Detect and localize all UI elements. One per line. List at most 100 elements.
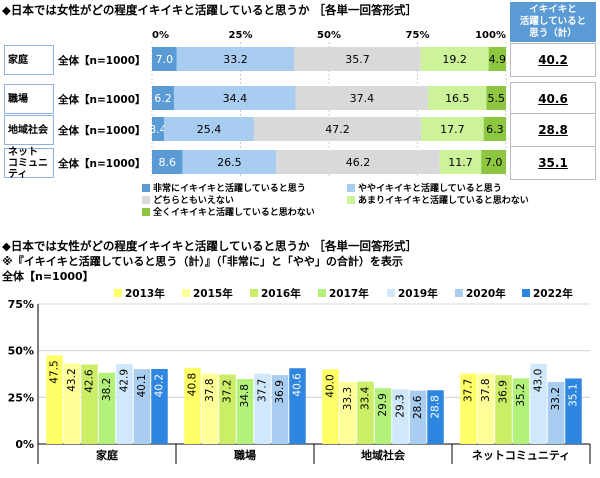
bar-value-label: 35.2 <box>515 383 527 406</box>
year-legend-item: 2020年 <box>455 287 506 300</box>
y-tick-label: 25% <box>8 391 34 404</box>
year-bar <box>81 364 98 444</box>
year-bar <box>392 389 409 444</box>
category-label: 家庭 <box>96 448 118 462</box>
segment-value-label: 25.4 <box>197 123 222 136</box>
year-bar <box>133 369 151 444</box>
year-bar <box>236 379 254 444</box>
year-legend-swatch <box>387 289 395 297</box>
bar-value-label: 43.0 <box>533 369 545 392</box>
bar-value-label: 36.9 <box>498 380 510 403</box>
year-bar <box>477 373 495 444</box>
segment-value-label: 34.4 <box>223 92 248 105</box>
stacked-bar-segment <box>176 47 295 71</box>
year-bar <box>512 378 530 444</box>
bar-value-label: 47.5 <box>49 360 61 383</box>
bar-value-label: 29.3 <box>395 394 407 417</box>
bar-value-label: 33.3 <box>342 387 354 410</box>
stacked-bar-segment <box>483 117 506 141</box>
legend-item-neutral: どちらともいえない <box>142 193 234 206</box>
segment-value-label: 47.2 <box>325 123 350 136</box>
summary-column-header: イキイキと 活躍していると 思う（計） <box>510 2 596 42</box>
year-bar <box>63 363 81 444</box>
bar-value-label: 35.1 <box>568 383 580 406</box>
year-legend-label: 2016年 <box>261 287 301 300</box>
year-legend-label: 2022年 <box>533 287 573 300</box>
bar-value-label: 40.2 <box>154 374 166 397</box>
category-label: 職場 <box>234 448 256 462</box>
legend-swatch <box>142 207 150 216</box>
year-legend-item: 2013年 <box>114 287 165 300</box>
bar-value-label: 28.6 <box>412 395 424 419</box>
bar-value-label: 36.9 <box>274 380 286 403</box>
year-bar <box>271 375 289 444</box>
legend-swatch <box>142 195 150 204</box>
x-tick-label: 0% <box>152 30 169 41</box>
bar-value-label: 37.2 <box>222 380 234 403</box>
year-bar <box>116 363 133 444</box>
legend-swatch <box>347 195 355 204</box>
year-legend-label: 2015年 <box>193 287 233 300</box>
year-bar <box>495 375 512 444</box>
legend-label: 非常にイキイキと活躍していると思う <box>153 184 306 194</box>
year-bar <box>289 368 306 444</box>
top-chart-title: ◆日本では女性がどの程度イキイキと活躍していると思うか ［各単一回答形式］ <box>2 3 417 17</box>
year-bar <box>547 382 565 444</box>
stacked-bar-segment <box>164 117 254 141</box>
bar-value-label: 40.8 <box>187 373 199 396</box>
year-legend-label: 2019年 <box>398 287 438 300</box>
bar-value-label: 37.7 <box>463 379 475 402</box>
legend-item-not-much: あまりイキイキと活躍していると思わない <box>347 193 529 206</box>
year-bar <box>565 378 582 444</box>
legend-label: あまりイキイキと活躍していると思わない <box>358 196 529 206</box>
bar-value-label: 38.2 <box>101 378 113 401</box>
bar-value-label: 33.4 <box>360 386 372 410</box>
year-legend-swatch <box>455 289 463 297</box>
year-bar <box>254 373 271 444</box>
year-legend-item: 2015年 <box>182 287 233 300</box>
bar-value-label: 40.1 <box>136 374 148 397</box>
year-legend-swatch <box>522 289 530 297</box>
segment-value-label: 19.2 <box>442 53 467 66</box>
segment-value-label: 3.4 <box>149 123 167 136</box>
category-label: ネットコミュニティ <box>472 449 570 462</box>
bar-value-label: 40.0 <box>325 374 337 397</box>
legend-label: 全くイキイキと活躍していると思わない <box>153 208 315 218</box>
bar-value-label: 42.6 <box>84 369 96 393</box>
legend-item-very: 非常にイキイキと活躍していると思う <box>142 181 306 194</box>
year-bar <box>427 390 444 444</box>
stacked-bar-chart: 0% 25% 50% 75% 100% 7.0 33.2 35.7 19.2 4.9 6.2 34.4… <box>149 30 507 176</box>
x-tick-label: 50% <box>317 30 341 41</box>
row-sample-size: 全体【n=1000】 <box>58 157 146 170</box>
segment-value-label: 16.5 <box>445 92 470 105</box>
year-bar <box>374 388 392 444</box>
segment-value-label: 35.7 <box>345 53 370 66</box>
stacked-bar-segment <box>294 47 421 71</box>
bar-value-label: 37.8 <box>480 378 492 401</box>
legend-label: ややイキイキと活躍していると思う <box>358 184 502 194</box>
segment-value-label: 46.2 <box>346 156 371 169</box>
row-sample-size: 全体【n=1000】 <box>58 54 146 67</box>
segment-value-label: 7.0 <box>156 53 174 66</box>
year-legend-label: 2013年 <box>125 287 165 300</box>
stacked-bar-segment <box>486 86 506 110</box>
segment-value-label: 6.2 <box>154 92 172 105</box>
year-bar <box>357 381 374 444</box>
row-sample-size: 全体【n=1000】 <box>58 93 146 106</box>
year-bar <box>339 381 357 444</box>
stacked-bar-segment <box>152 117 165 141</box>
year-legend-swatch <box>250 289 258 297</box>
stacked-bar-segment <box>182 150 277 174</box>
year-bar <box>98 372 116 444</box>
segment-value-label: 6.3 <box>486 123 504 136</box>
y-tick-label: 75% <box>8 298 34 311</box>
stacked-bar-segment <box>481 150 506 174</box>
year-bar <box>219 374 236 444</box>
year-legend-swatch <box>318 289 326 297</box>
segment-value-label: 37.4 <box>350 92 375 105</box>
bottom-chart-title: ◆日本では女性がどの程度イキイキと活躍していると思うか ［各単一回答形式］ <box>2 239 417 253</box>
summary-value: 40.6 <box>510 82 596 116</box>
segment-value-label: 5.5 <box>488 92 506 105</box>
year-legend-item: 2019年 <box>387 287 438 300</box>
year-legend-swatch <box>182 289 190 297</box>
